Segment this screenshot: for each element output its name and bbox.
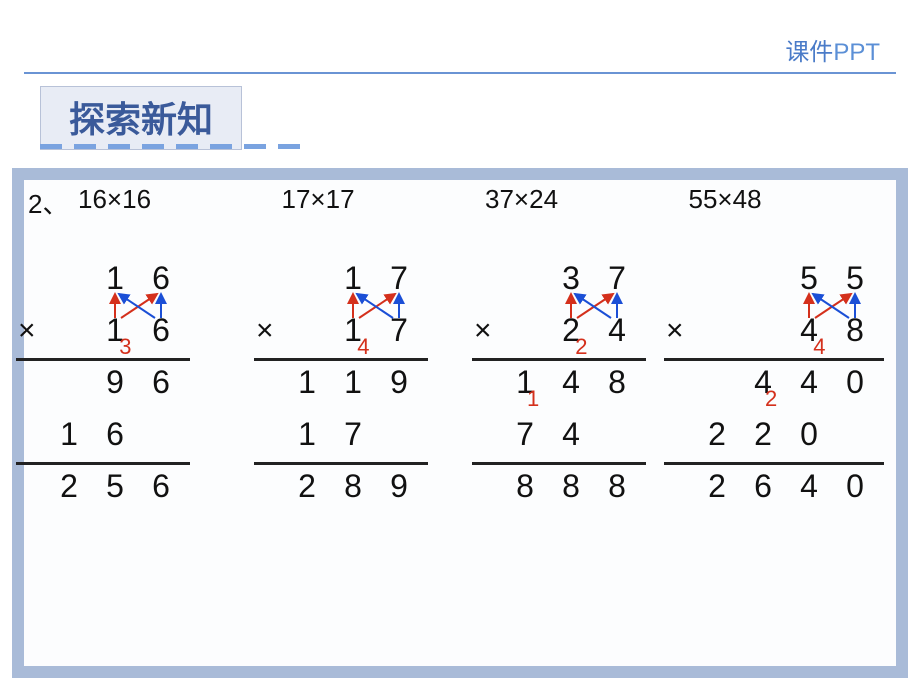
digit: 8 — [502, 468, 548, 505]
rule-line — [254, 358, 428, 361]
carry-digit: 4 — [357, 334, 369, 360]
carry-digit: 3 — [119, 334, 131, 360]
digit: 3 — [548, 260, 594, 297]
title-underline — [40, 144, 300, 149]
digit: 4 — [548, 416, 594, 453]
digit: 6 — [92, 416, 138, 453]
digit: 9 — [92, 364, 138, 401]
digit: 8 — [832, 312, 878, 349]
digit: 4 — [548, 364, 594, 401]
digit: 5 — [832, 260, 878, 297]
rule-line — [664, 462, 884, 465]
problem-4: 55×48 — [689, 184, 893, 221]
digit: 5 — [786, 260, 832, 297]
carry-digit: 4 — [813, 334, 825, 360]
digit: 9 — [376, 468, 422, 505]
digit: 6 — [138, 364, 184, 401]
section-title: 探索新知 — [40, 86, 242, 150]
multiply-sign: × — [474, 314, 492, 348]
digit: 2 — [740, 416, 786, 453]
digit: 6 — [138, 468, 184, 505]
digit: 2 — [284, 468, 330, 505]
calc-area: 61613×696165271714×9117198273422×8414718… — [24, 260, 896, 666]
digit: 8 — [330, 468, 376, 505]
problem-number: 2、 — [28, 184, 78, 221]
digit: 2 — [694, 468, 740, 505]
digit: 4 — [740, 364, 786, 401]
digit: 5 — [92, 468, 138, 505]
digit: 1 — [330, 260, 376, 297]
content-panel: 2、 16×16 17×17 37×24 55×48 61613×6961652… — [12, 168, 908, 678]
digit: 9 — [376, 364, 422, 401]
digit: 7 — [502, 416, 548, 453]
header-ppt: PPT — [833, 39, 880, 66]
rule-line — [16, 462, 190, 465]
digit: 4 — [594, 312, 640, 349]
digit: 7 — [376, 260, 422, 297]
digit: 6 — [138, 260, 184, 297]
carry-digit: 2 — [575, 334, 587, 360]
rule-line — [16, 358, 190, 361]
header-rule — [24, 72, 896, 74]
digit: 8 — [594, 364, 640, 401]
header-link: 课件PPT — [785, 32, 880, 67]
rule-line — [472, 358, 646, 361]
problem-1: 16×16 — [78, 184, 282, 221]
problems-row: 2、 16×16 17×17 37×24 55×48 — [28, 184, 892, 221]
digit: 7 — [594, 260, 640, 297]
digit: 0 — [832, 468, 878, 505]
multiply-sign: × — [256, 314, 274, 348]
digit: 1 — [92, 260, 138, 297]
digit: 1 — [284, 416, 330, 453]
digit: 2 — [46, 468, 92, 505]
digit: 0 — [786, 416, 832, 453]
digit: 1 — [284, 364, 330, 401]
problem-3: 37×24 — [485, 184, 689, 221]
carry-digit: 2 — [765, 386, 777, 412]
digit: 8 — [548, 468, 594, 505]
digit: 6 — [740, 468, 786, 505]
digit: 8 — [594, 468, 640, 505]
carry-digit: 1 — [527, 386, 539, 412]
digit: 6 — [138, 312, 184, 349]
header-han: 课件 — [785, 39, 833, 66]
calculation: 73422×841471888 — [460, 260, 678, 666]
multiply-sign: × — [666, 314, 684, 348]
digit: 1 — [502, 364, 548, 401]
problem-2: 17×17 — [282, 184, 486, 221]
calculation: 71714×91171982 — [242, 260, 460, 666]
digit: 1 — [330, 364, 376, 401]
digit: 1 — [46, 416, 92, 453]
digit: 4 — [786, 364, 832, 401]
digit: 7 — [330, 416, 376, 453]
digit: 4 — [786, 468, 832, 505]
rule-line — [664, 358, 884, 361]
digit: 7 — [376, 312, 422, 349]
calculation: 61613×6961652 — [24, 260, 242, 666]
digit: 0 — [832, 364, 878, 401]
rule-line — [472, 462, 646, 465]
calculation: 55844×04402220462 — [678, 260, 896, 666]
multiply-sign: × — [18, 314, 36, 348]
digit: 2 — [694, 416, 740, 453]
rule-line — [254, 462, 428, 465]
